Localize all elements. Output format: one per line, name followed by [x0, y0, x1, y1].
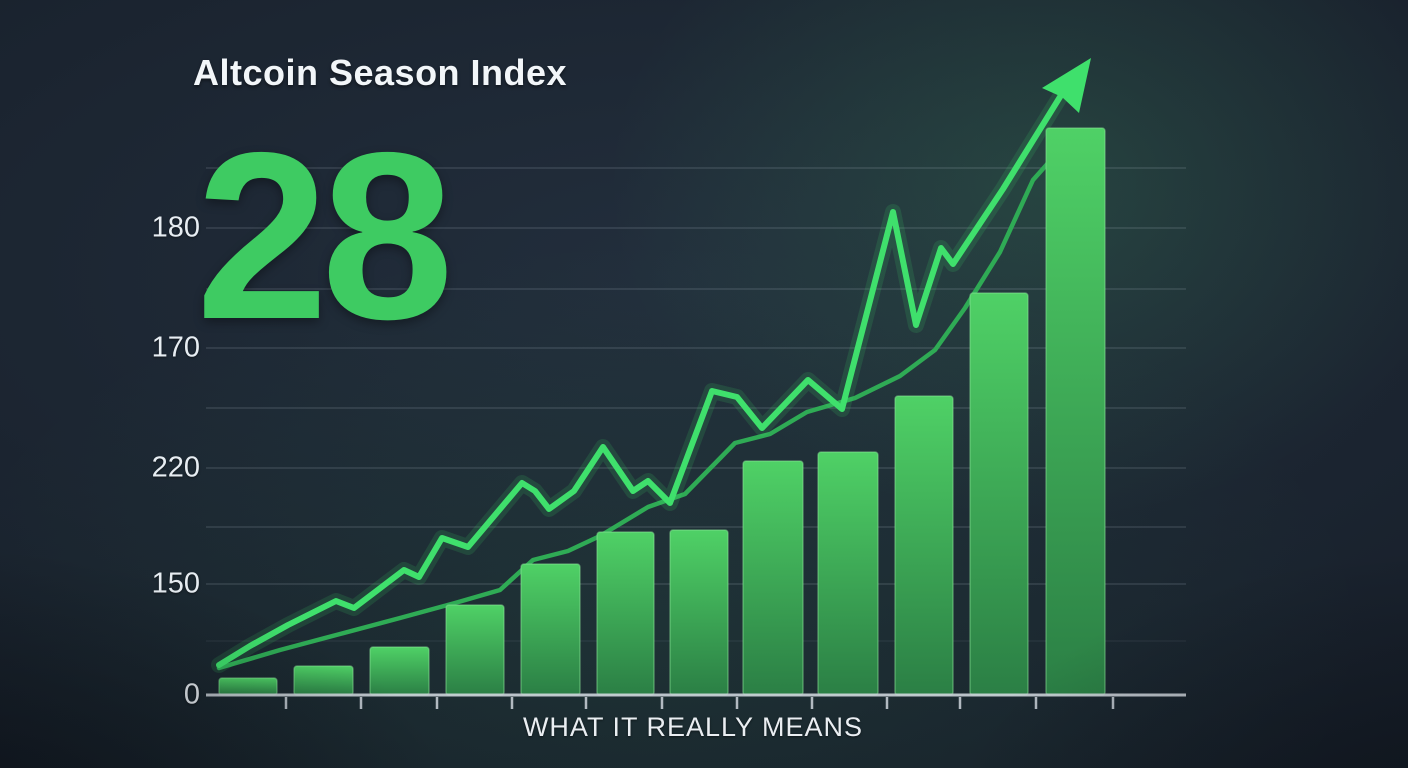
y-axis-label: 170 — [151, 331, 200, 364]
bar — [369, 646, 430, 696]
y-axis-label: 180 — [151, 211, 200, 244]
arrow-head-icon — [1042, 58, 1091, 113]
chart-caption: WHAT IT REALLY MEANS — [522, 712, 864, 742]
smooth-trend-line — [216, 149, 1061, 671]
bar — [445, 604, 505, 696]
bar — [293, 665, 354, 696]
bar — [894, 395, 954, 696]
bar — [969, 292, 1029, 696]
bar — [1045, 127, 1106, 696]
index-value: 28 — [196, 104, 454, 369]
bar — [520, 563, 581, 696]
bar — [218, 677, 278, 696]
y-axis-label: 220 — [151, 451, 200, 484]
bar — [817, 451, 879, 696]
bar — [669, 529, 729, 696]
bar — [596, 531, 655, 696]
y-axis-label: 150 — [151, 567, 200, 600]
bar — [742, 460, 804, 696]
index-line — [216, 81, 1071, 668]
chart-title: Altcoin Season Index — [193, 52, 568, 93]
y-axis-label: 0 — [183, 678, 200, 711]
